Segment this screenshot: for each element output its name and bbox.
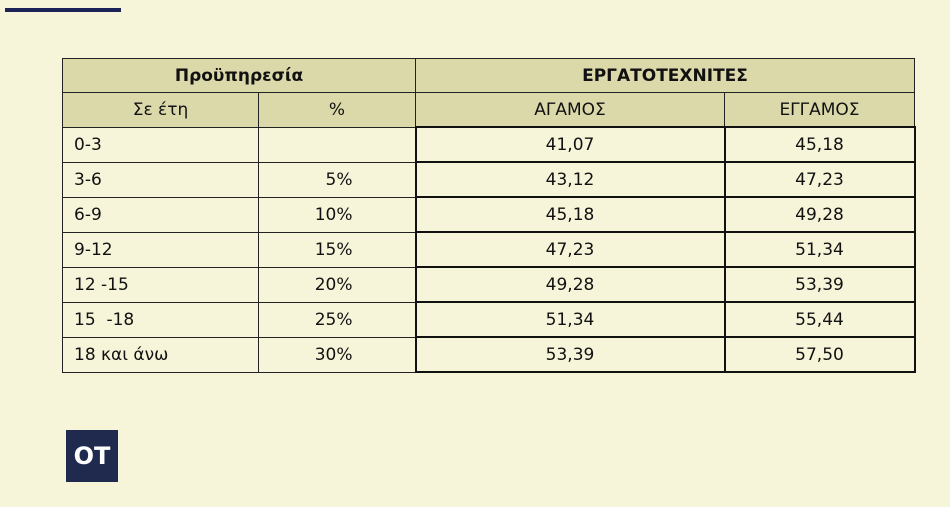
table-cell: 12 -15 — [62, 266, 259, 303]
table-cell: 10% — [258, 196, 416, 233]
salary-table: Προϋπηρεσία ΕΡΓΑΤΟΤΕΧΝΙΤΕΣ Σε έτη % ΑΓΑΜ… — [62, 58, 916, 373]
table-row: 9-12 15% 47,23 51,34 — [62, 231, 916, 268]
table-cell: 15% — [258, 231, 416, 268]
table-cell: 20% — [258, 266, 416, 303]
table-cell: 49,28 — [414, 266, 726, 303]
group-header: ΕΡΓΑΤΟΤΕΧΝΙΤΕΣ — [415, 58, 915, 93]
table-cell: 41,07 — [414, 126, 726, 163]
table-cell: 53,39 — [723, 266, 916, 303]
table-cell: 3-6 — [62, 161, 259, 198]
table-cell: 47,23 — [723, 161, 916, 198]
table-row: 0-3 41,07 45,18 — [62, 126, 916, 163]
table-row: 15 -18 25% 51,34 55,44 — [62, 301, 916, 338]
table-cell: 15 -18 — [62, 301, 259, 338]
group-header: Προϋπηρεσία — [62, 58, 416, 93]
table-cell: 47,23 — [414, 231, 726, 268]
column-header: Σε έτη — [62, 92, 259, 128]
table-cell: 51,34 — [414, 301, 726, 338]
table-cell: 51,34 — [723, 231, 916, 268]
table-cell: 55,44 — [723, 301, 916, 338]
table-cell: 0-3 — [62, 126, 259, 163]
table-cell: 49,28 — [723, 196, 916, 233]
table-cell: 18 και άνω — [62, 336, 259, 373]
table-cell: 6-9 — [62, 196, 259, 233]
table-cell: 5% — [258, 161, 416, 198]
table-cell: 53,39 — [414, 336, 726, 373]
table-cell: 45,18 — [723, 126, 916, 163]
column-header: ΑΓΑΜΟΣ — [415, 92, 725, 128]
table-cell: 45,18 — [414, 196, 726, 233]
table-cell — [258, 126, 416, 163]
top-rule — [5, 8, 121, 12]
header-row: Προϋπηρεσία ΕΡΓΑΤΟΤΕΧΝΙΤΕΣ — [62, 58, 915, 93]
header-row: Σε έτη % ΑΓΑΜΟΣ ΕΓΓΑΜΟΣ — [62, 92, 915, 128]
table-row: 6-9 10% 45,18 49,28 — [62, 196, 916, 233]
table-row: 3-6 5% 43,12 47,23 — [62, 161, 916, 198]
logo: OT — [66, 430, 118, 482]
table-cell: 43,12 — [414, 161, 726, 198]
table-cell: 57,50 — [723, 336, 916, 373]
table-cell: 9-12 — [62, 231, 259, 268]
table-cell: 30% — [258, 336, 416, 373]
column-header: ΕΓΓΑΜΟΣ — [724, 92, 915, 128]
column-header: % — [258, 92, 416, 128]
table-row: 12 -15 20% 49,28 53,39 — [62, 266, 916, 303]
table-row: 18 και άνω 30% 53,39 57,50 — [62, 336, 916, 373]
table-cell: 25% — [258, 301, 416, 338]
